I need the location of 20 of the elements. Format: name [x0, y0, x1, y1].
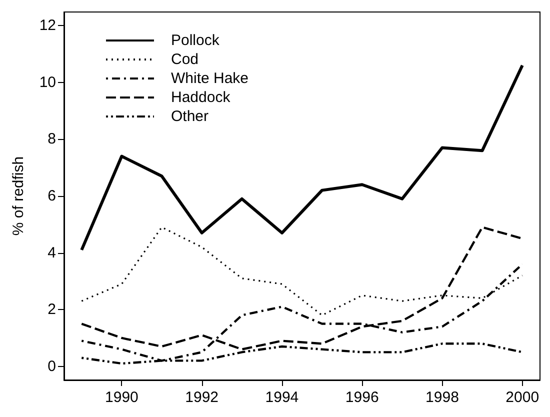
x-tick-label: 1996 — [345, 389, 379, 406]
y-tick-label: 12 — [39, 17, 56, 34]
x-tick-label: 1998 — [426, 389, 459, 406]
y-tick-label: 6 — [48, 188, 56, 204]
legend-label: Cod — [171, 51, 199, 68]
y-tick-label: 8 — [48, 130, 56, 148]
line-series — [80, 64, 524, 252]
y-tick-label: 4 — [48, 244, 56, 262]
x-tick-label: 1990 — [105, 389, 138, 406]
x-tick-label: 1992 — [185, 389, 219, 406]
y-tick-label: 10 — [39, 74, 56, 91]
y-tick-label: 0 — [48, 358, 56, 375]
legend-label: Haddock — [171, 89, 231, 106]
legend-label: Pollock — [171, 32, 220, 49]
legend-label: Other — [171, 108, 209, 125]
legend-label: White Hake — [171, 70, 249, 87]
y-tick-label: 2 — [48, 301, 56, 318]
x-tick-label: 1994 — [265, 389, 299, 406]
y-axis-title: % of redfish — [10, 156, 27, 236]
x-tick-label: 2000 — [506, 389, 540, 406]
